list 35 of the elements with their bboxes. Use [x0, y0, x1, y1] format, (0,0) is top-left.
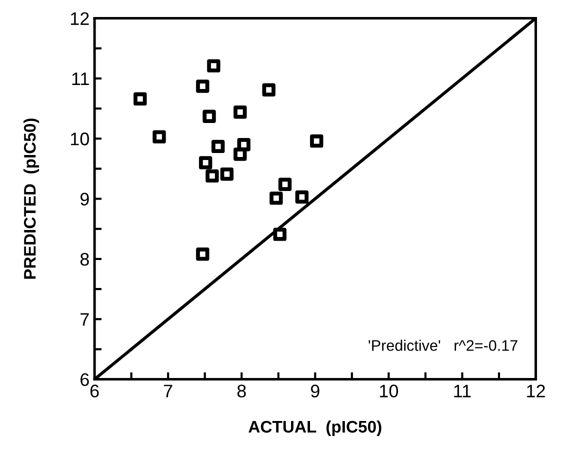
- x-tick-label: 12: [527, 384, 545, 398]
- y-tick-label: 12: [70, 12, 89, 25]
- point: [198, 156, 212, 170]
- point: [211, 140, 225, 154]
- point: [207, 59, 220, 72]
- point: [310, 134, 324, 148]
- x-tick-label: 9: [310, 384, 320, 398]
- y-tick-label: 9: [80, 192, 89, 206]
- point: [206, 169, 219, 183]
- x-tick-label: 7: [164, 384, 172, 398]
- point: [152, 130, 166, 144]
- point: [278, 178, 292, 191]
- y-tick-label: 8: [80, 252, 89, 266]
- x-tick-label: 8: [237, 384, 246, 398]
- x-tick-label: 10: [380, 384, 398, 398]
- x-tick-label: 6: [90, 384, 99, 398]
- x-axis-title: ACTUAL (pIC50): [248, 420, 382, 436]
- point: [220, 168, 234, 181]
- point: [234, 106, 247, 119]
- y-axis-title: PREDICTED (pIC50): [24, 118, 40, 279]
- y-tick-label: 10: [70, 132, 89, 146]
- x-tick-label: 11: [454, 384, 471, 398]
- point: [234, 148, 247, 161]
- point: [196, 80, 210, 93]
- y-tick-label: 7: [80, 313, 89, 326]
- point: [196, 248, 210, 261]
- point: [295, 190, 309, 204]
- point: [134, 92, 147, 106]
- y-tick-label: 6: [80, 373, 89, 386]
- point: [262, 83, 276, 96]
- point: [270, 192, 283, 205]
- point: [273, 228, 286, 241]
- annotation: 'Predictive' r^2=-0.17: [368, 340, 518, 351]
- y-tick-label: 11: [72, 72, 89, 85]
- point: [202, 110, 216, 123]
